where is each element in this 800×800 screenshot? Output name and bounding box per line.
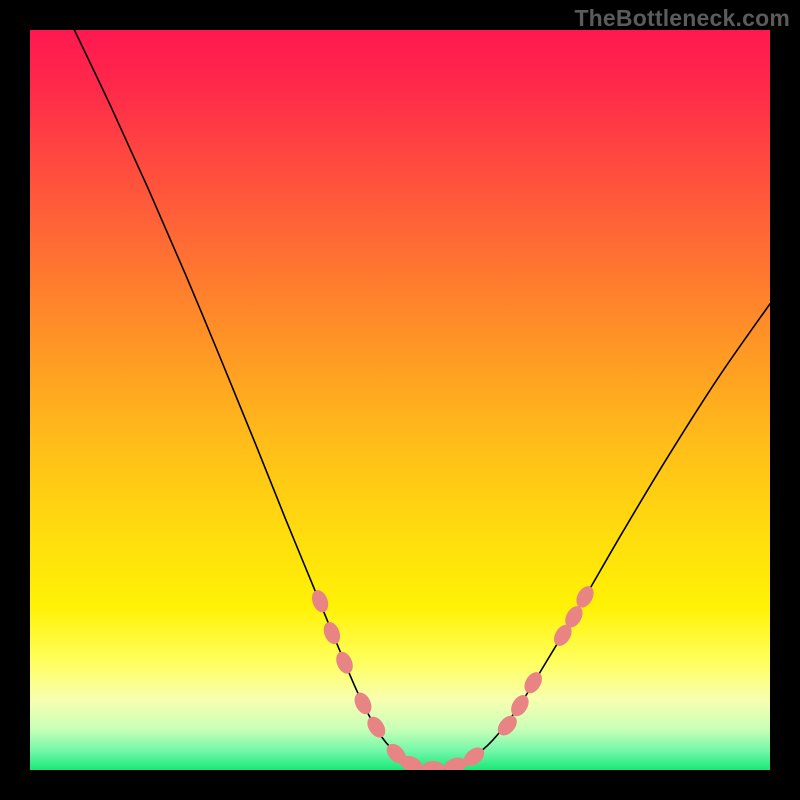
gradient-background — [30, 30, 770, 770]
bottleneck-chart — [30, 30, 770, 770]
watermark-text: TheBottleneck.com — [574, 5, 790, 32]
chart-frame — [30, 30, 770, 770]
